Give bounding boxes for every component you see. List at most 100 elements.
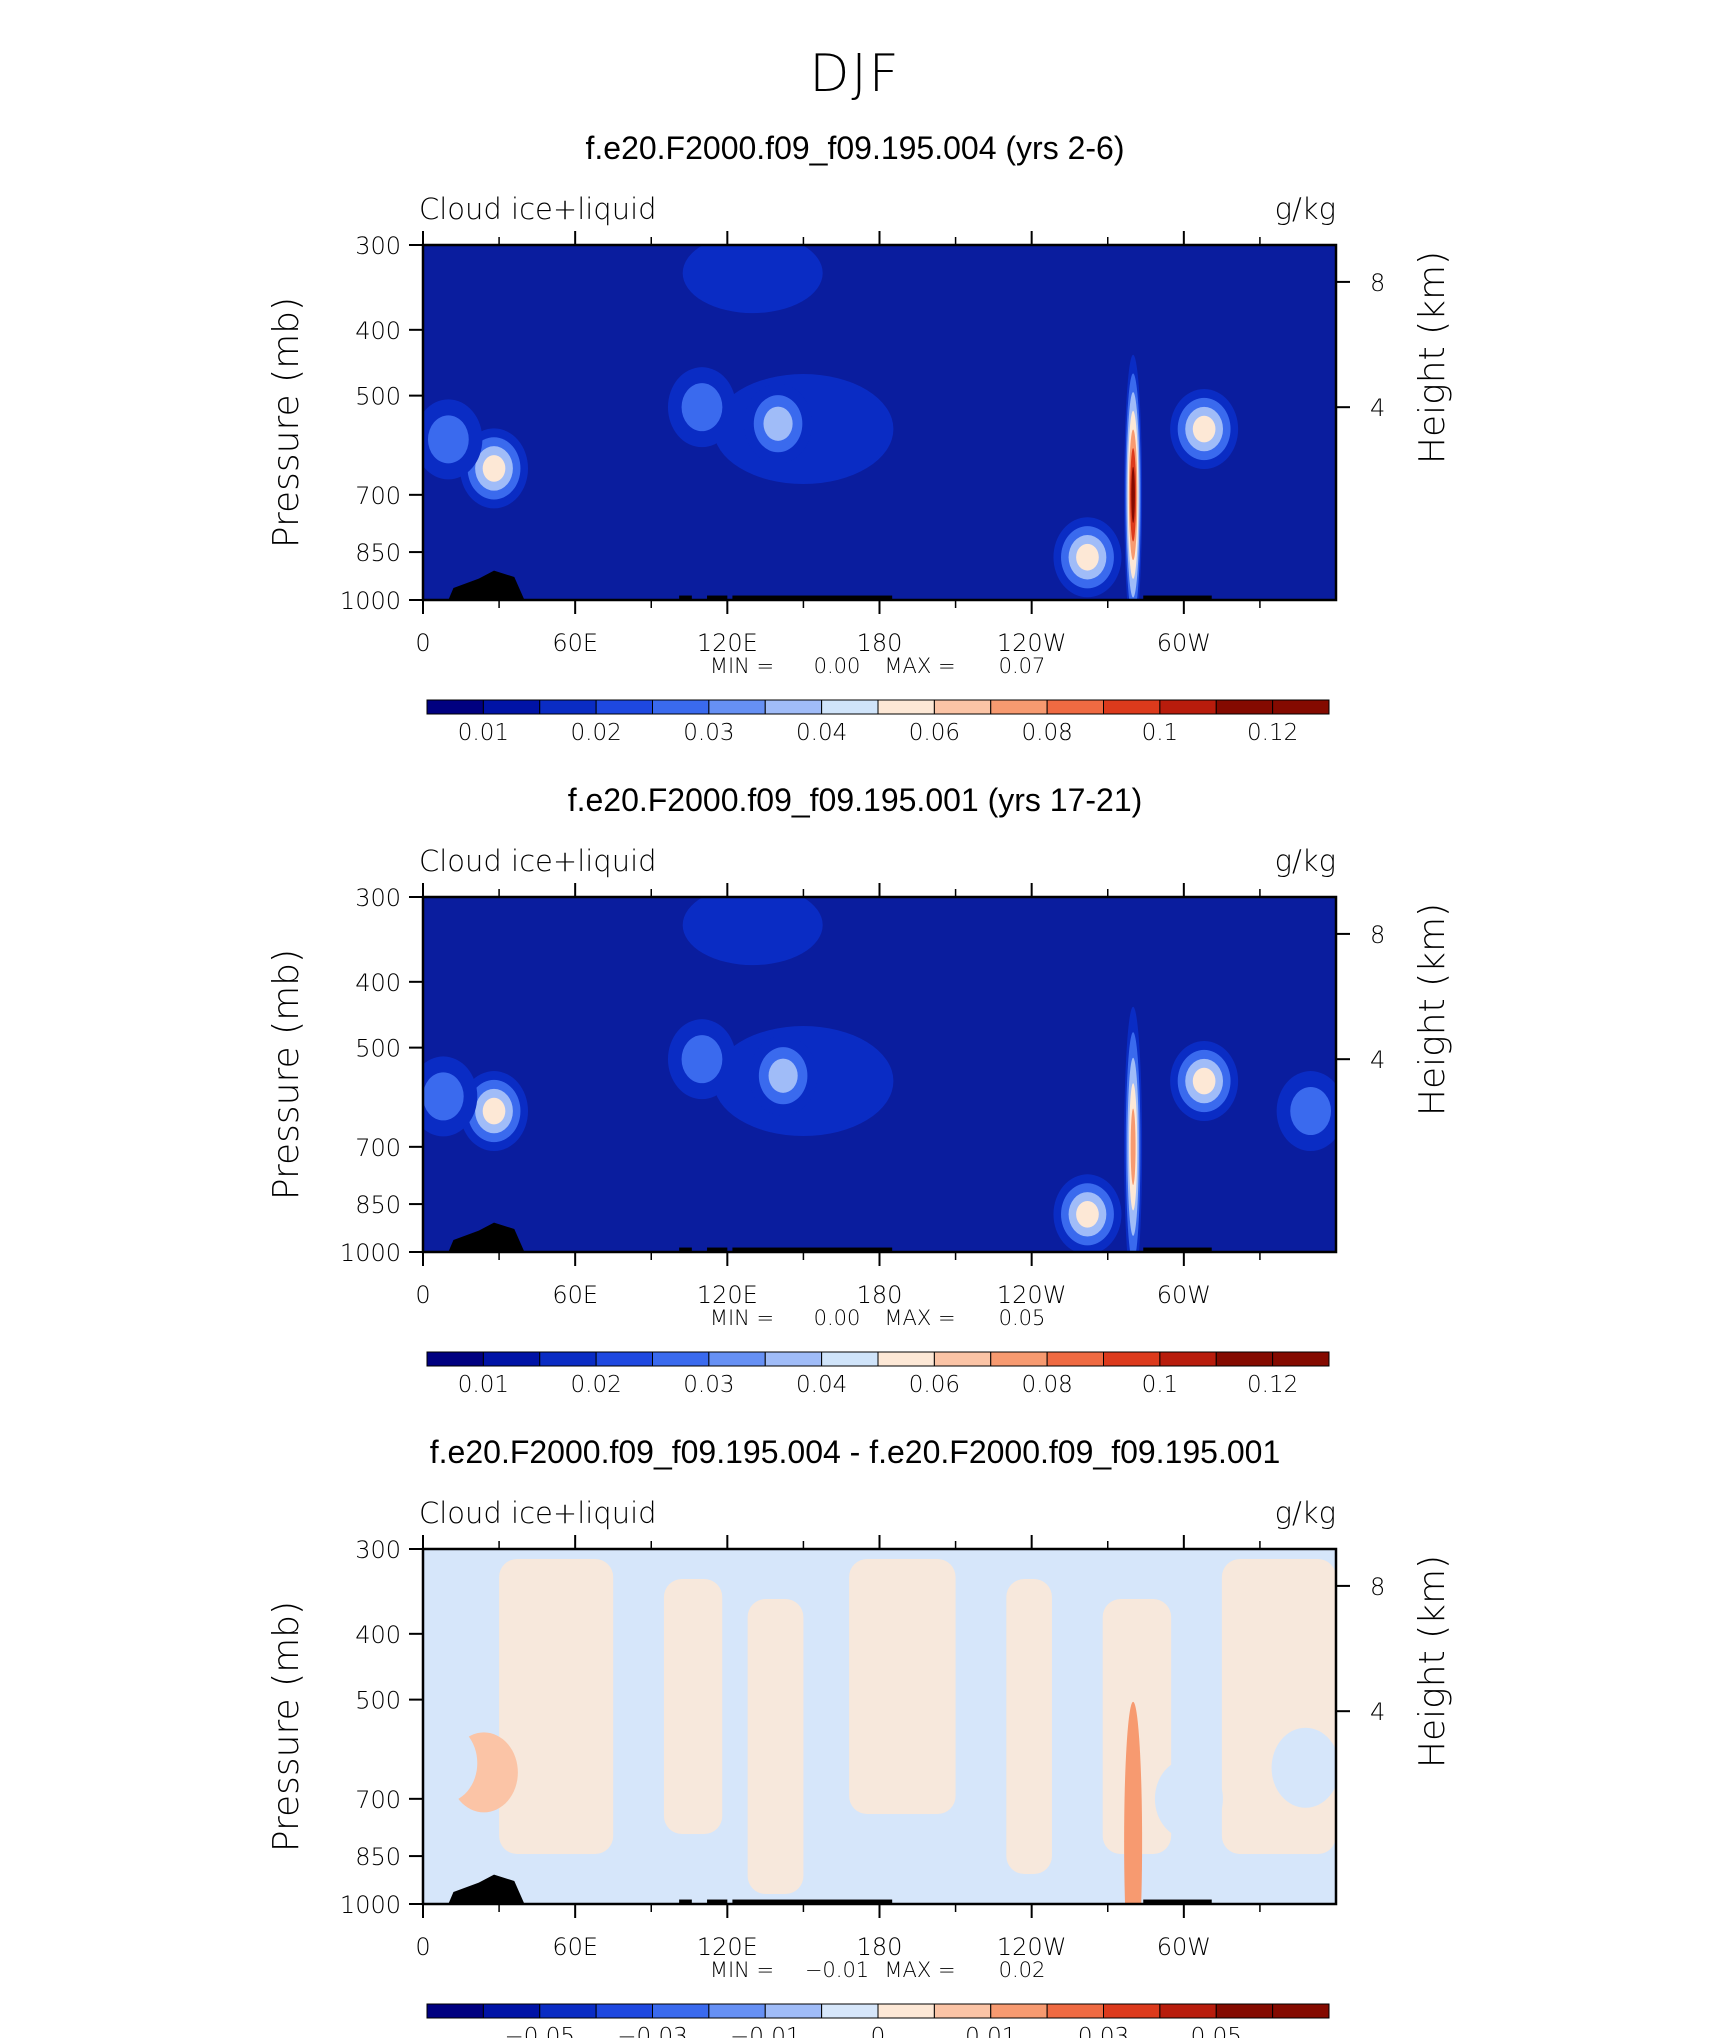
topography — [732, 1247, 893, 1252]
colorbar-box — [821, 1351, 879, 1367]
colorbar-label: 0.04 — [796, 1372, 847, 1398]
units-label: g/kg — [1275, 844, 1336, 878]
stats-min-label: MIN = — [710, 1306, 774, 1330]
colorbar-label: 0.01 — [458, 1372, 509, 1398]
colorbar-label: 0.04 — [796, 720, 847, 746]
data-contour — [681, 383, 723, 432]
colorbar-box — [595, 2003, 653, 2019]
x-tick-label: 120E — [697, 1933, 758, 1961]
topography — [1143, 595, 1212, 600]
colorbar-box — [708, 1351, 766, 1367]
colorbar-box — [933, 699, 992, 715]
data-contour — [1131, 466, 1135, 523]
y-tick-label: 500 — [355, 1687, 401, 1715]
x-tick-label: 120W — [997, 629, 1067, 657]
colorbar-box — [764, 2003, 823, 2019]
colorbar-label: −0.01 — [730, 2024, 800, 2038]
data-contour — [1192, 1067, 1216, 1095]
topography — [679, 1899, 692, 1904]
topography — [448, 1874, 530, 1904]
colorbar-box — [1215, 1351, 1274, 1367]
data-contour — [768, 1058, 798, 1093]
topography — [448, 1222, 530, 1252]
colorbar-box — [1215, 699, 1274, 715]
variable-label: Cloud ice+liquid — [419, 844, 657, 878]
x-tick-label: 120E — [697, 629, 758, 657]
colorbar-label: 0.1 — [1142, 720, 1179, 746]
data-contour — [423, 1723, 478, 1804]
panel-title: f.e20.F2000.f09_f09.195.004 (yrs 2-6) — [585, 130, 1124, 166]
data-contour — [763, 406, 793, 441]
colorbar: 0.01 0.02 0.03 0.04 0.06 0.08 0.1 0.12 — [426, 1351, 1330, 1398]
colorbar-label: −0.03 — [617, 2024, 687, 2038]
colorbar-box — [1159, 2003, 1217, 2019]
y-tick-label: 1000 — [340, 1239, 401, 1267]
data-contour — [1076, 1200, 1099, 1228]
y-tick-label: 850 — [355, 1191, 401, 1219]
colorbar-box — [708, 2003, 766, 2019]
y-right-tick-label: 4 — [1370, 1698, 1385, 1726]
topography — [1143, 1899, 1212, 1904]
data-contour — [482, 1097, 506, 1125]
positive-anomaly-region — [663, 1579, 723, 1834]
panel-title: f.e20.F2000.f09_f09.195.001 (yrs 17-21) — [568, 782, 1143, 818]
x-tick-label: 60W — [1157, 629, 1211, 657]
colorbar-box — [990, 699, 1048, 715]
colorbar-box — [990, 2003, 1048, 2019]
x-tick-label: 60E — [552, 1281, 598, 1309]
x-tick-label: 120E — [697, 1281, 758, 1309]
colorbar-label: 0.05 — [1191, 2024, 1242, 2038]
colorbar-box — [877, 1351, 935, 1367]
figure-title: DJF — [809, 44, 901, 104]
y-tick-label: 1000 — [340, 1891, 401, 1919]
colorbar-box — [1159, 1351, 1217, 1367]
stats-min-value: 0.00 — [814, 654, 861, 678]
colorbar-box — [426, 2003, 484, 2019]
colorbar-box — [482, 1351, 541, 1367]
y-tick-label: 700 — [355, 1134, 401, 1162]
y-tick-label: 300 — [355, 1536, 401, 1564]
stats-min-value: −0.01 — [805, 1958, 869, 1982]
colorbar-box — [821, 2003, 879, 2019]
x-tick-label: 0 — [415, 1933, 430, 1961]
topography — [732, 1899, 893, 1904]
panel-2: f.e20.F2000.f09_f09.195.001 (yrs 17-21) C… — [266, 782, 1453, 1398]
y-tick-label: 500 — [355, 383, 401, 411]
colorbar-label: 0.03 — [683, 720, 734, 746]
colorbar-box — [1103, 699, 1161, 715]
x-tick-label: 120W — [997, 1933, 1067, 1961]
y-tick-label: 700 — [355, 482, 401, 510]
plot-area — [423, 1549, 1336, 1904]
colorbar-label: 0.03 — [1078, 2024, 1129, 2038]
variable-label: Cloud ice+liquid — [419, 1496, 657, 1530]
topography — [448, 570, 530, 600]
x-tick-label: 120W — [997, 1281, 1067, 1309]
colorbar-box — [595, 699, 653, 715]
colorbar-box — [482, 699, 541, 715]
colorbar: −0.05 −0.03 −0.01 0 0.01 0.03 0.05 — [426, 2003, 1330, 2038]
data-contour — [1271, 1727, 1336, 1808]
colorbar-box — [426, 1351, 484, 1367]
colorbar-box — [539, 1351, 597, 1367]
y-tick-label: 700 — [355, 1786, 401, 1814]
colorbar: 0.01 0.02 0.03 0.04 0.06 0.08 0.1 0.12 — [426, 699, 1330, 746]
colorbar-box — [652, 2003, 710, 2019]
data-contour — [1290, 1087, 1332, 1136]
colorbar-box — [652, 699, 710, 715]
colorbar-box — [1272, 699, 1330, 715]
y-right-axis-label: Height (km) — [1412, 251, 1453, 464]
panel-1: f.e20.F2000.f09_f09.195.004 (yrs 2-6) Clo… — [266, 130, 1453, 746]
y-right-tick-label: 8 — [1370, 921, 1385, 949]
positive-anomaly-region — [849, 1559, 956, 1814]
positive-anomaly-region — [1221, 1559, 1336, 1854]
colorbar-label: 0.03 — [683, 1372, 734, 1398]
y-right-tick-label: 4 — [1370, 394, 1385, 422]
units-label: g/kg — [1275, 1496, 1336, 1530]
colorbar-label: −0.05 — [505, 2024, 575, 2038]
topography — [679, 595, 692, 600]
colorbar-box — [1103, 1351, 1161, 1367]
data-contour — [1076, 543, 1099, 571]
x-tick-label: 60E — [552, 1933, 598, 1961]
y-right-tick-label: 8 — [1370, 269, 1385, 297]
